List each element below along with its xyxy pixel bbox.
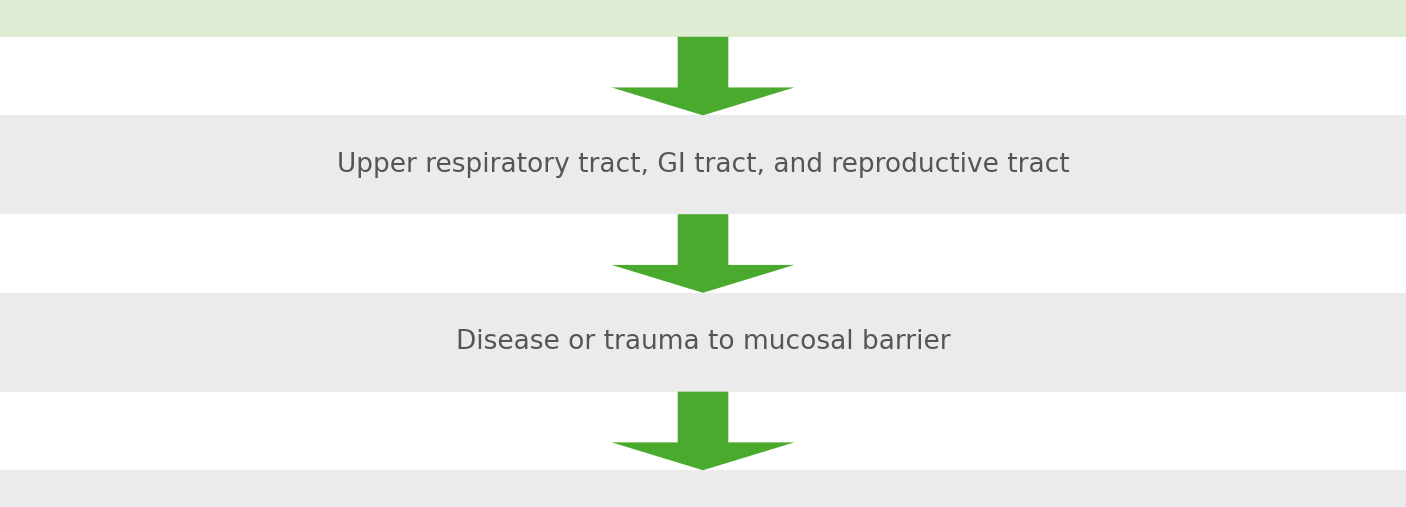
Bar [0, 470, 1406, 507]
Polygon shape [612, 391, 794, 470]
Polygon shape [612, 37, 794, 116]
Polygon shape [612, 214, 794, 293]
Text: Upper respiratory tract, GI tract, and reproductive tract: Upper respiratory tract, GI tract, and r… [336, 152, 1070, 178]
Bar [0, 0, 1406, 37]
Bar [0, 115, 1406, 214]
Bar [0, 293, 1406, 391]
Text: Disease or trauma to mucosal barrier: Disease or trauma to mucosal barrier [456, 329, 950, 355]
